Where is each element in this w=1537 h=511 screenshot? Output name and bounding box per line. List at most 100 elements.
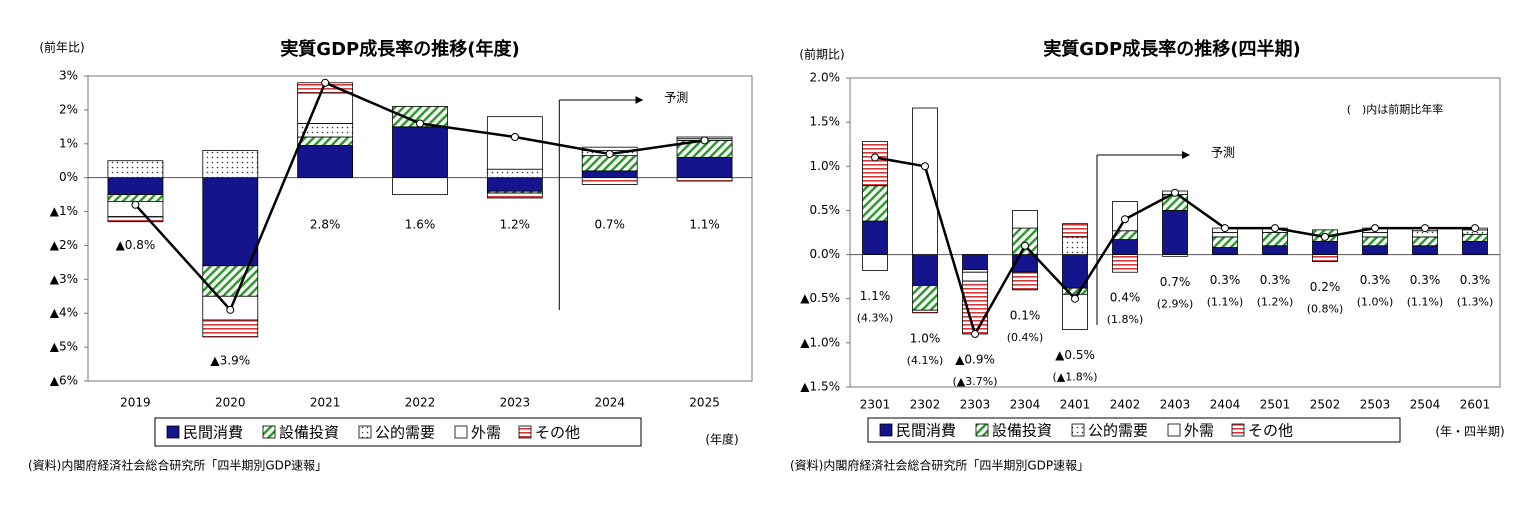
bar-segment xyxy=(912,107,938,255)
bar-segment xyxy=(1012,210,1038,229)
annualized-label: (1.8%) xyxy=(1107,313,1144,326)
legend-label: その他 xyxy=(1248,422,1293,440)
bar-segment xyxy=(962,271,988,282)
legend-swatch xyxy=(975,423,989,437)
bar-segment xyxy=(1362,236,1388,247)
bar-segment xyxy=(1112,239,1138,255)
bar-segment xyxy=(581,170,638,179)
forecast-label: 予測 xyxy=(1211,146,1235,160)
bar-segment xyxy=(1262,232,1288,247)
data-label: 0.3% xyxy=(1360,273,1391,287)
bar-segment xyxy=(1212,232,1238,238)
bar-segment xyxy=(1162,210,1188,255)
data-label: ▲0.9% xyxy=(955,353,995,367)
y-tick-label: ▲4% xyxy=(50,306,78,320)
x-tick-label: 2024 xyxy=(594,396,625,410)
bar-segment xyxy=(912,285,938,311)
x-tick-label: 2025 xyxy=(689,396,720,410)
bar-segment xyxy=(202,265,259,297)
line-marker xyxy=(1071,294,1079,303)
y-tick-label: 1% xyxy=(59,136,78,150)
annualized-label: (4.1%) xyxy=(907,354,944,367)
bar-segment xyxy=(297,136,354,146)
bar-segment xyxy=(107,216,164,223)
data-label: 0.7% xyxy=(1160,275,1191,289)
bar-segment xyxy=(912,254,938,286)
y-tick-label: 1.5% xyxy=(810,115,841,129)
bar-segment xyxy=(1212,236,1238,248)
bar-segment xyxy=(1412,236,1438,247)
y-axis-label: (前年比) xyxy=(39,40,84,55)
annotation: ( )内は前期比年率 xyxy=(1347,102,1444,116)
annualized-label: (1.0%) xyxy=(1357,296,1394,309)
line-marker xyxy=(1371,224,1379,233)
x-tick-label: 2601 xyxy=(1460,398,1491,412)
bar-segment xyxy=(202,319,259,338)
bar-segment xyxy=(862,141,888,187)
line-marker xyxy=(131,200,140,209)
data-label: ▲0.8% xyxy=(116,238,156,252)
data-label: 2.8% xyxy=(310,218,341,232)
x-tick-label: 2403 xyxy=(1160,398,1191,412)
line-marker xyxy=(921,162,929,171)
legend-box xyxy=(154,417,642,447)
x-tick-label: 2501 xyxy=(1260,398,1291,412)
bar-segment xyxy=(1362,245,1388,255)
x-tick-label: 2504 xyxy=(1410,398,1441,412)
y-tick-label: ▲2% xyxy=(50,238,78,252)
bar-segment xyxy=(962,254,988,270)
bar-segment xyxy=(676,156,733,179)
source-note: (資料)内閣府経済社会総合研究所「四半期別GDP速報」 xyxy=(28,458,327,473)
bar-segment xyxy=(297,145,354,179)
bar-segment xyxy=(1262,245,1288,255)
bar-segment xyxy=(862,220,888,255)
chart-title: 実質GDP成長率の推移(年度) xyxy=(280,38,519,60)
plot-area xyxy=(87,75,753,382)
data-label: 0.3% xyxy=(1460,273,1491,287)
legend-swatch xyxy=(1071,423,1085,437)
line-marker xyxy=(871,153,879,162)
source-note: (資料)内閣府経済社会総合研究所「四半期別GDP速報」 xyxy=(790,458,1089,473)
x-tick-label: 2502 xyxy=(1310,398,1341,412)
data-label: 1.1% xyxy=(689,218,720,232)
bar-segment xyxy=(1012,227,1038,255)
annualized-label: (0.8%) xyxy=(1307,303,1344,316)
y-tick-label: ▲1.5% xyxy=(800,380,840,394)
bar-segment xyxy=(107,177,164,196)
y-tick-label: ▲6% xyxy=(50,374,78,388)
y-tick-label: ▲1% xyxy=(50,204,78,218)
data-label: 0.3% xyxy=(1410,273,1441,287)
line-marker xyxy=(510,133,519,141)
bar-segment xyxy=(486,168,543,179)
annualized-label: (▲1.8%) xyxy=(1053,371,1098,384)
y-tick-label: 0.5% xyxy=(810,203,841,217)
y-tick-label: 0% xyxy=(59,170,78,184)
line-marker xyxy=(971,330,979,339)
bar-segment xyxy=(1012,271,1038,291)
x-tick-label: 2401 xyxy=(1060,398,1091,412)
legend-label: 設備投資 xyxy=(279,424,339,442)
x-tick-label: 2304 xyxy=(1010,398,1041,412)
data-label: 0.7% xyxy=(594,218,625,232)
legend-swatch xyxy=(358,425,372,439)
x-tick-label: 2022 xyxy=(405,396,436,410)
line-marker xyxy=(1271,224,1279,233)
y-tick-label: ▲0.5% xyxy=(800,291,840,305)
bar-segment xyxy=(1212,247,1238,255)
annualized-label: (▲3.7%) xyxy=(953,375,998,388)
bar-segment xyxy=(202,177,259,267)
annualized-label: (1.3%) xyxy=(1457,296,1494,309)
data-label: 1.2% xyxy=(500,218,531,232)
legend-swatch xyxy=(166,425,180,439)
line-marker xyxy=(1021,241,1029,250)
x-tick-label: 2503 xyxy=(1360,398,1391,412)
legend-swatch xyxy=(262,425,276,439)
data-label: 1.6% xyxy=(405,218,436,232)
legend-swatch xyxy=(1231,423,1245,437)
bar-segment xyxy=(1312,240,1338,255)
line-marker xyxy=(321,78,330,87)
line-marker xyxy=(700,136,709,145)
bar-segment xyxy=(1162,254,1188,257)
bar-segment xyxy=(392,177,448,196)
